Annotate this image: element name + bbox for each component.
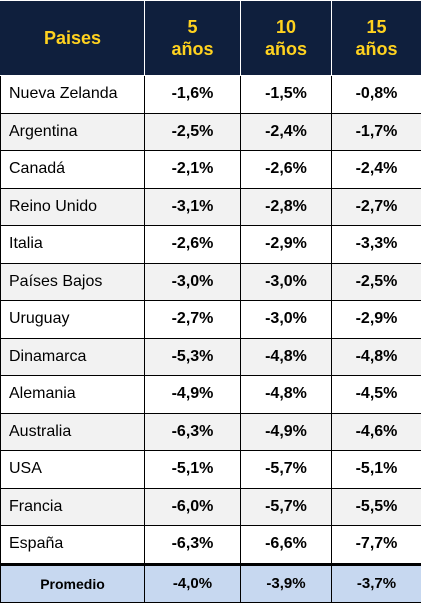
country-cell: Uruguay bbox=[1, 301, 145, 339]
header-10-years: 10 años bbox=[241, 1, 332, 76]
value-5-cell: -2,6% bbox=[145, 226, 241, 264]
value-5-cell: -2,5% bbox=[145, 113, 241, 151]
value-5-cell: -6,0% bbox=[145, 488, 241, 526]
value-5-cell: -5,1% bbox=[145, 451, 241, 489]
header-10-unit: años bbox=[241, 38, 331, 60]
header-row: Paises 5 años 10 años 15 años bbox=[1, 1, 421, 76]
value-5-cell: -4,9% bbox=[145, 376, 241, 414]
country-cell: Países Bajos bbox=[1, 263, 145, 301]
value-10-cell: -3,0% bbox=[241, 263, 332, 301]
table-row: Australia -6,3% -4,9% -4,6% bbox=[1, 413, 421, 451]
value-10-cell: -2,9% bbox=[241, 226, 332, 264]
table-row: Alemania -4,9% -4,8% -4,5% bbox=[1, 376, 421, 414]
header-5-unit: años bbox=[145, 38, 240, 60]
country-cell: España bbox=[1, 526, 145, 565]
average-row: Promedio -4,0% -3,9% -3,7% bbox=[1, 564, 421, 602]
header-10-num: 10 bbox=[241, 16, 331, 38]
value-10-cell: -3,0% bbox=[241, 301, 332, 339]
value-10-cell: -6,6% bbox=[241, 526, 332, 565]
value-15-cell: -0,8% bbox=[332, 76, 421, 114]
value-5-cell: -6,3% bbox=[145, 413, 241, 451]
value-10-cell: -5,7% bbox=[241, 451, 332, 489]
header-15-num: 15 bbox=[332, 16, 421, 38]
country-cell: Nueva Zelanda bbox=[1, 76, 145, 114]
value-15-cell: -5,1% bbox=[332, 451, 421, 489]
country-cell: Canadá bbox=[1, 151, 145, 189]
value-15-cell: -5,5% bbox=[332, 488, 421, 526]
country-cell: Australia bbox=[1, 413, 145, 451]
table-row: Reino Unido -3,1% -2,8% -2,7% bbox=[1, 188, 421, 226]
value-10-cell: -5,7% bbox=[241, 488, 332, 526]
table-row: Canadá -2,1% -2,6% -2,4% bbox=[1, 151, 421, 189]
table-row: USA -5,1% -5,7% -5,1% bbox=[1, 451, 421, 489]
table-row: Países Bajos -3,0% -3,0% -2,5% bbox=[1, 263, 421, 301]
value-10-cell: -2,4% bbox=[241, 113, 332, 151]
value-5-cell: -2,1% bbox=[145, 151, 241, 189]
header-5-num: 5 bbox=[145, 16, 240, 38]
value-5-cell: -3,1% bbox=[145, 188, 241, 226]
country-cell: Alemania bbox=[1, 376, 145, 414]
country-cell: Argentina bbox=[1, 113, 145, 151]
country-cell: USA bbox=[1, 451, 145, 489]
average-10-cell: -3,9% bbox=[241, 564, 332, 602]
table-row: España -6,3% -6,6% -7,7% bbox=[1, 526, 421, 565]
country-cell: Reino Unido bbox=[1, 188, 145, 226]
value-15-cell: -2,4% bbox=[332, 151, 421, 189]
value-10-cell: -4,9% bbox=[241, 413, 332, 451]
value-5-cell: -5,3% bbox=[145, 338, 241, 376]
value-10-cell: -1,5% bbox=[241, 76, 332, 114]
value-15-cell: -1,7% bbox=[332, 113, 421, 151]
value-15-cell: -3,3% bbox=[332, 226, 421, 264]
value-15-cell: -2,5% bbox=[332, 263, 421, 301]
value-15-cell: -4,5% bbox=[332, 376, 421, 414]
header-15-unit: años bbox=[332, 38, 421, 60]
table-row: Italia -2,6% -2,9% -3,3% bbox=[1, 226, 421, 264]
header-15-years: 15 años bbox=[332, 1, 421, 76]
value-15-cell: -4,8% bbox=[332, 338, 421, 376]
table-row: Francia -6,0% -5,7% -5,5% bbox=[1, 488, 421, 526]
table-row: Argentina -2,5% -2,4% -1,7% bbox=[1, 113, 421, 151]
average-5-cell: -4,0% bbox=[145, 564, 241, 602]
value-15-cell: -7,7% bbox=[332, 526, 421, 565]
value-15-cell: -2,7% bbox=[332, 188, 421, 226]
value-5-cell: -6,3% bbox=[145, 526, 241, 565]
header-country: Paises bbox=[1, 1, 145, 76]
average-label: Promedio bbox=[1, 564, 145, 602]
table-row: Nueva Zelanda -1,6% -1,5% -0,8% bbox=[1, 76, 421, 114]
country-cell: Dinamarca bbox=[1, 338, 145, 376]
value-10-cell: -2,6% bbox=[241, 151, 332, 189]
value-5-cell: -1,6% bbox=[145, 76, 241, 114]
value-5-cell: -2,7% bbox=[145, 301, 241, 339]
country-cell: Francia bbox=[1, 488, 145, 526]
country-cell: Italia bbox=[1, 226, 145, 264]
header-5-years: 5 años bbox=[145, 1, 241, 76]
value-10-cell: -4,8% bbox=[241, 338, 332, 376]
value-15-cell: -2,9% bbox=[332, 301, 421, 339]
value-15-cell: -4,6% bbox=[332, 413, 421, 451]
average-15-cell: -3,7% bbox=[332, 564, 421, 602]
value-5-cell: -3,0% bbox=[145, 263, 241, 301]
value-10-cell: -4,8% bbox=[241, 376, 332, 414]
value-10-cell: -2,8% bbox=[241, 188, 332, 226]
table-row: Uruguay -2,7% -3,0% -2,9% bbox=[1, 301, 421, 339]
table-row: Dinamarca -5,3% -4,8% -4,8% bbox=[1, 338, 421, 376]
